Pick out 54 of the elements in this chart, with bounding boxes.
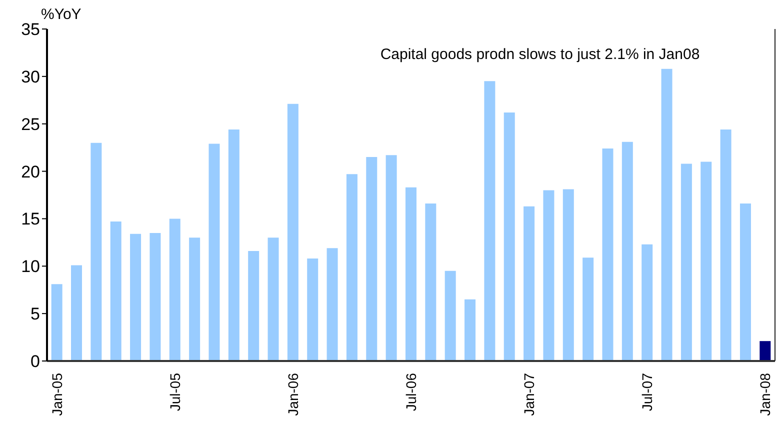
bar — [150, 232, 161, 361]
bar — [366, 157, 378, 361]
bar — [169, 218, 180, 361]
bar — [484, 81, 496, 361]
bar — [189, 238, 200, 361]
y-tick-label: 20 — [21, 162, 40, 182]
bar — [740, 204, 751, 361]
bar — [720, 130, 732, 361]
bar — [661, 68, 672, 361]
y-tick-label: 0 — [30, 352, 40, 372]
y-tick-label: 15 — [21, 210, 40, 229]
bar — [248, 250, 260, 361]
bar — [642, 244, 653, 361]
bar — [287, 104, 298, 361]
x-tick-label: Jan-05 — [48, 372, 65, 416]
bar — [700, 162, 712, 361]
x-tick-label: Jan-07 — [521, 372, 538, 416]
y-axis-title: %YoY — [41, 6, 82, 23]
bar — [346, 174, 358, 361]
bar — [543, 190, 554, 361]
bar — [110, 222, 122, 361]
x-tick-label: Jan-08 — [757, 372, 774, 416]
bar — [405, 187, 416, 361]
bar — [562, 189, 574, 361]
x-tick-label: Jul-06 — [403, 372, 419, 412]
y-tick-label: 30 — [21, 67, 40, 86]
bar — [444, 270, 456, 361]
annotation: Capital goods prodn slows to just 2.1% in Jan08 — [380, 45, 700, 65]
x-tick-label: Jan-06 — [284, 372, 301, 416]
bar — [386, 155, 397, 361]
x-tick-label: Jul-07 — [639, 372, 656, 412]
bar — [71, 265, 82, 361]
x-tick-label: Jul-05 — [166, 372, 183, 412]
bar — [90, 142, 102, 361]
bar — [130, 234, 142, 361]
bar — [228, 130, 240, 361]
bar — [602, 148, 614, 361]
y-tick-label: 35 — [21, 20, 40, 40]
bar — [582, 258, 594, 361]
bar — [504, 112, 515, 361]
bar — [208, 144, 220, 361]
y-tick-label: 10 — [21, 257, 40, 276]
bar — [326, 248, 338, 361]
bar — [268, 238, 279, 361]
bar — [760, 341, 771, 361]
bar — [680, 164, 692, 361]
bar — [425, 204, 436, 361]
bar — [51, 284, 62, 361]
bar — [307, 258, 318, 361]
bar — [622, 142, 633, 361]
bar — [524, 206, 535, 361]
y-tick-label: 25 — [21, 114, 40, 134]
bar — [464, 299, 476, 361]
y-tick-label: 5 — [30, 304, 40, 324]
